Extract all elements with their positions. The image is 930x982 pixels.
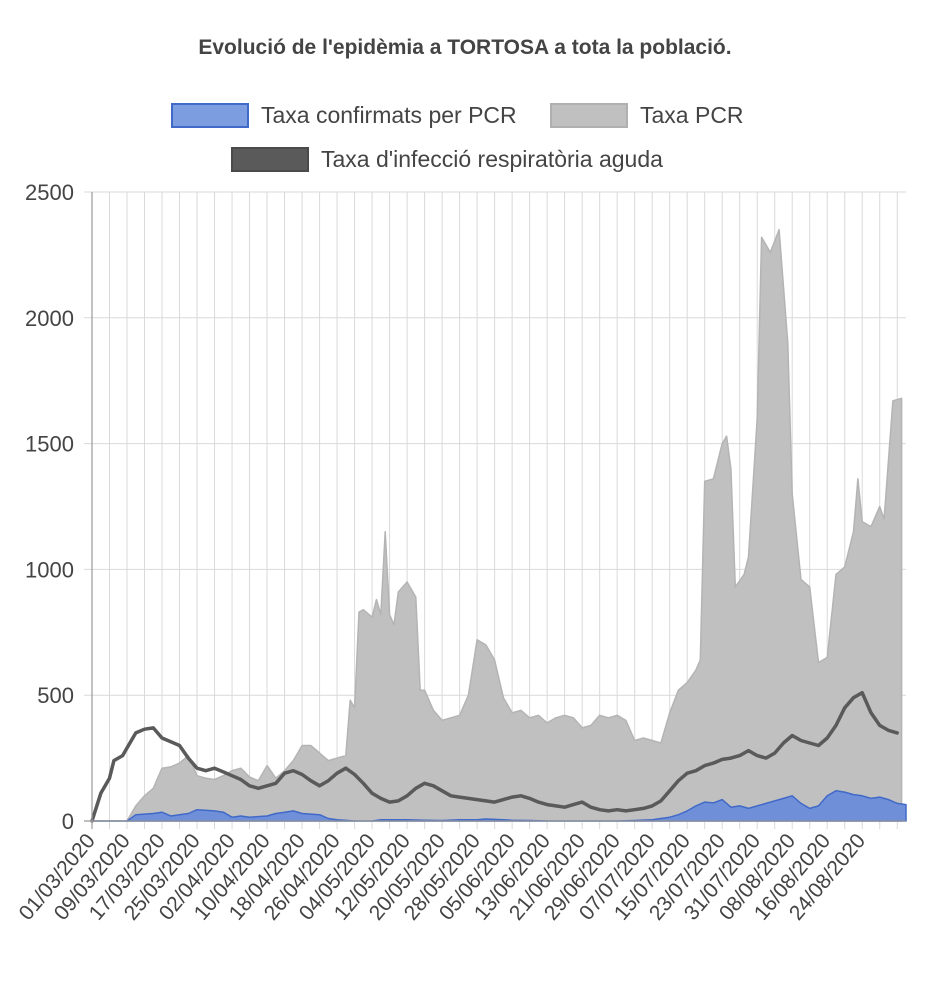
- legend-label-pcr: Taxa PCR: [640, 102, 744, 128]
- legend-label-ira: Taxa d'infecció respiratòria aguda: [321, 146, 663, 172]
- chart-title: Evolució de l'epidèmia a TORTOSA a tota …: [198, 36, 732, 59]
- legend-swatch-ira: [231, 147, 309, 172]
- series-line-ira: [90, 690, 899, 823]
- legend-item-ira[interactable]: Taxa d'infecció respiratòria aguda: [231, 146, 663, 173]
- legend-label-confirmats: Taxa confirmats per PCR: [261, 102, 517, 128]
- legend-swatch-pcr: [550, 103, 628, 128]
- y-tick-label: 0: [62, 809, 74, 834]
- legend-item-pcr[interactable]: Taxa PCR: [550, 102, 744, 129]
- y-tick-label: 1500: [25, 432, 74, 457]
- legend-item-confirmats[interactable]: Taxa confirmats per PCR: [171, 102, 517, 129]
- y-tick-label: 2500: [25, 180, 74, 205]
- y-tick-label: 1000: [25, 557, 74, 582]
- y-tick-label: 500: [37, 683, 74, 708]
- series-area-taxa-pcr: [91, 228, 903, 822]
- y-tick-label: 2000: [25, 306, 74, 331]
- legend-swatch-confirmats: [171, 103, 249, 128]
